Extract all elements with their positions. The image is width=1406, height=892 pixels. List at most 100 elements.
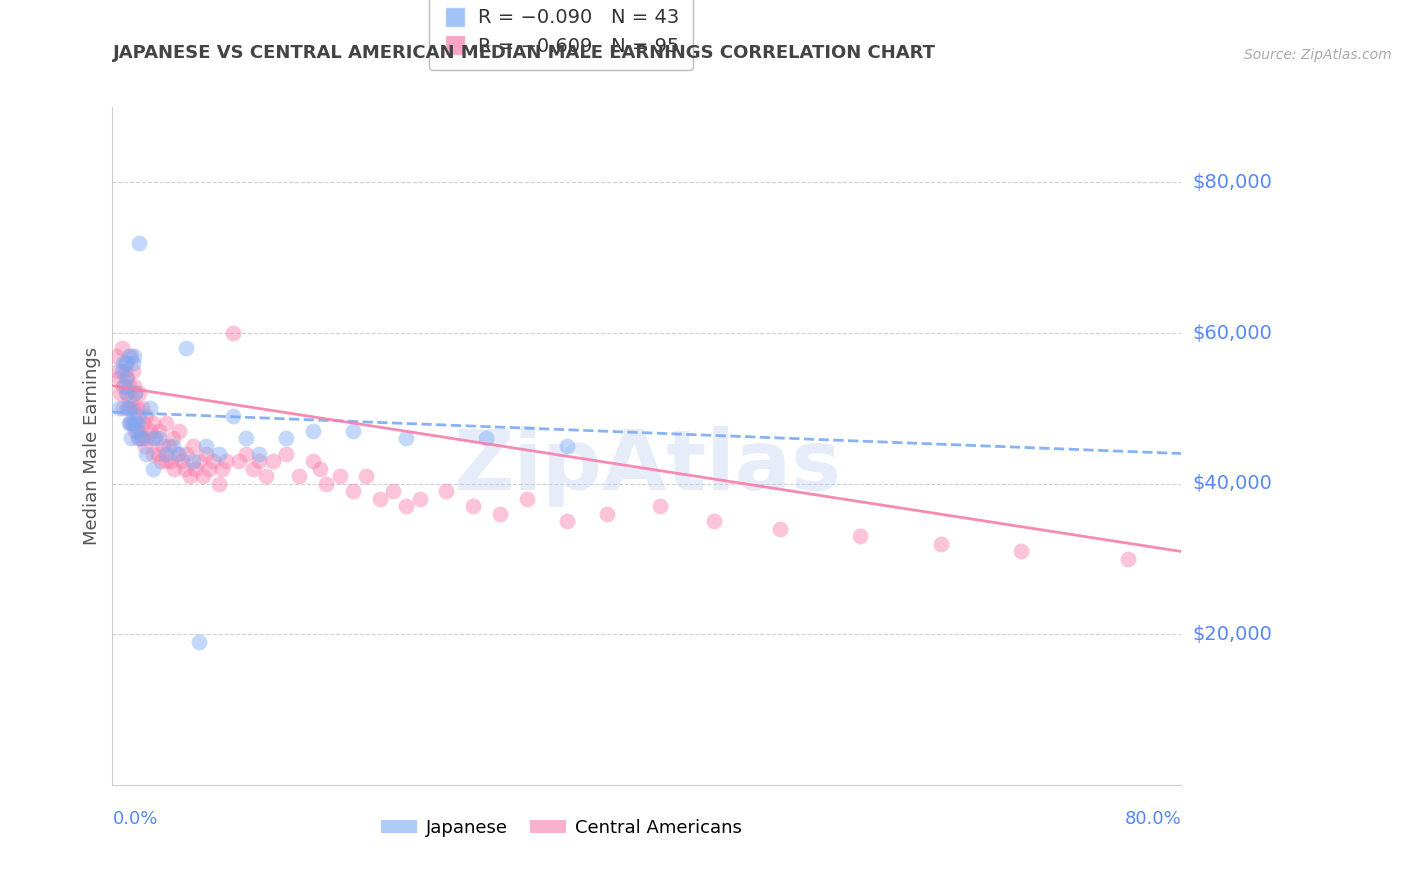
Point: [188, 635, 211, 649]
Point: [125, 417, 148, 431]
Point: [222, 326, 245, 340]
Point: [115, 386, 138, 401]
Point: [228, 454, 250, 468]
Point: [247, 446, 270, 460]
Point: [208, 446, 231, 460]
Point: [274, 432, 298, 446]
Point: [215, 454, 238, 468]
Point: [124, 386, 146, 401]
Point: [121, 364, 143, 378]
Point: [115, 371, 138, 385]
Point: [208, 476, 231, 491]
Text: ZipAtlas: ZipAtlas: [453, 425, 841, 507]
Point: [108, 371, 131, 385]
Point: [315, 476, 337, 491]
Point: [148, 432, 170, 446]
Point: [128, 409, 150, 423]
Point: [127, 432, 149, 446]
Point: [121, 356, 143, 370]
Point: [174, 341, 197, 355]
Point: [121, 417, 143, 431]
Point: [262, 454, 284, 468]
Legend: Japanese, Central Americans: Japanese, Central Americans: [374, 812, 749, 844]
Point: [107, 364, 129, 378]
Point: [381, 484, 405, 499]
Point: [128, 424, 150, 438]
Point: [118, 393, 141, 408]
Point: [247, 454, 270, 468]
Point: [254, 469, 277, 483]
Point: [194, 439, 217, 453]
Point: [461, 500, 484, 514]
Point: [135, 409, 157, 423]
Point: [136, 432, 159, 446]
Point: [395, 432, 418, 446]
Point: [117, 417, 139, 431]
Point: [125, 401, 148, 416]
Point: [155, 417, 177, 431]
Point: [242, 461, 264, 475]
Point: [489, 507, 512, 521]
Point: [155, 454, 177, 468]
Point: [157, 439, 180, 453]
Point: [301, 424, 323, 438]
Point: [125, 424, 148, 438]
Point: [555, 439, 578, 453]
Point: [125, 417, 148, 431]
Point: [308, 461, 330, 475]
Point: [117, 401, 139, 416]
Point: [179, 469, 201, 483]
Point: [170, 454, 193, 468]
Point: [128, 235, 150, 250]
Point: [769, 522, 792, 536]
Point: [354, 469, 377, 483]
Point: [120, 432, 142, 446]
Point: [849, 529, 872, 543]
Point: [201, 454, 224, 468]
Point: [120, 417, 142, 431]
Point: [702, 514, 725, 528]
Point: [131, 432, 153, 446]
Text: JAPANESE VS CENTRAL AMERICAN MEDIAN MALE EARNINGS CORRELATION CHART: JAPANESE VS CENTRAL AMERICAN MEDIAN MALE…: [112, 45, 935, 62]
Point: [141, 446, 163, 460]
Point: [141, 461, 163, 475]
Point: [132, 417, 155, 431]
Point: [648, 500, 672, 514]
Point: [141, 432, 163, 446]
Point: [115, 356, 138, 370]
Text: $80,000: $80,000: [1192, 173, 1272, 192]
Point: [111, 341, 134, 355]
Point: [114, 364, 136, 378]
Point: [146, 446, 169, 460]
Point: [141, 417, 163, 431]
Point: [163, 461, 186, 475]
Point: [128, 386, 150, 401]
Point: [122, 349, 145, 363]
Point: [188, 454, 211, 468]
Point: [235, 432, 257, 446]
Point: [1010, 544, 1032, 558]
Point: [114, 378, 136, 392]
Point: [301, 454, 323, 468]
Point: [148, 424, 170, 438]
Point: [115, 401, 138, 416]
Point: [117, 378, 139, 392]
Point: [112, 356, 135, 370]
Point: [342, 424, 364, 438]
Point: [155, 446, 177, 460]
Text: 80.0%: 80.0%: [1125, 810, 1181, 828]
Point: [128, 432, 150, 446]
Point: [169, 446, 191, 460]
Point: [288, 469, 311, 483]
Text: 0.0%: 0.0%: [112, 810, 157, 828]
Point: [124, 386, 146, 401]
Point: [124, 424, 146, 438]
Point: [193, 469, 215, 483]
Text: $40,000: $40,000: [1192, 475, 1272, 493]
Point: [115, 371, 138, 385]
Point: [395, 500, 418, 514]
Point: [143, 432, 166, 446]
Point: [118, 417, 141, 431]
Point: [152, 439, 174, 453]
Point: [112, 378, 135, 392]
